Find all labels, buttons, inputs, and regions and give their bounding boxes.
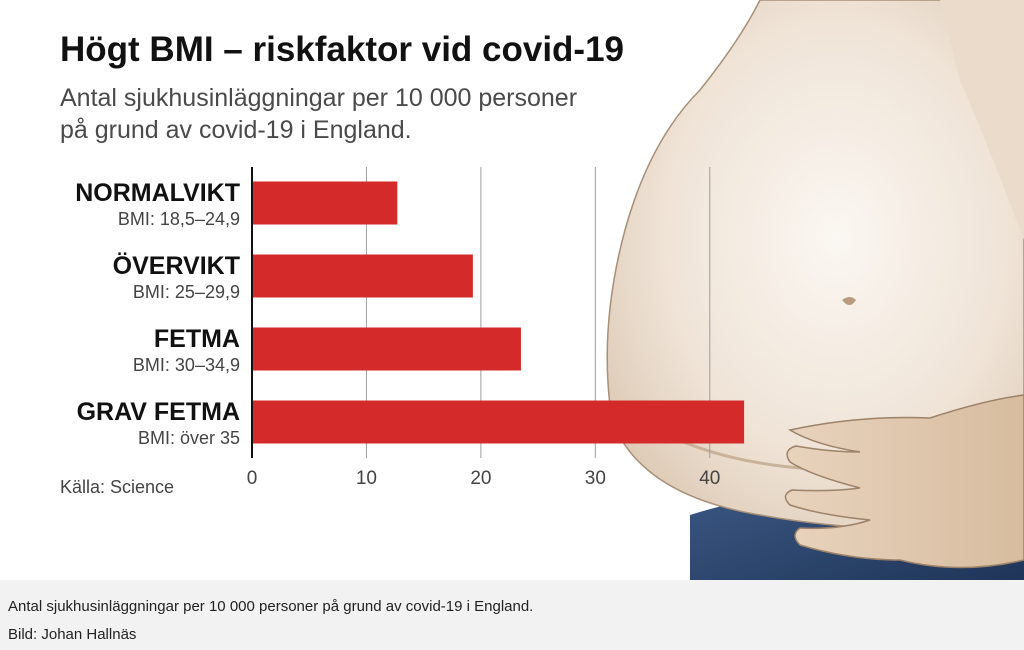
chart-subtitle: Antal sjukhusinläggningar per 10 000 per… [60, 82, 700, 146]
tick-label-0: 0 [247, 468, 258, 489]
subtitle-line: Antal sjukhusinläggningar per 10 000 per… [60, 84, 578, 112]
bar-0 [252, 181, 398, 225]
x-tick-labels: 0 10 20 30 40 [247, 468, 721, 489]
category-sublabel-1: BMI: 25–29,9 [133, 282, 240, 302]
tick-label-20: 20 [470, 468, 491, 489]
chart-title: Högt BMI – riskfaktor vid covid-19 [60, 30, 625, 69]
category-label-3: GRAV FETMA [77, 398, 240, 426]
category-label-2: FETMA [154, 325, 240, 353]
tick-label-10: 10 [356, 468, 377, 489]
category-sublabel-3: BMI: över 35 [138, 428, 240, 448]
belly-button [842, 297, 856, 305]
infographic: Högt BMI – riskfaktor vid covid-19 Antal… [60, 0, 1024, 580]
category-label-0: NORMALVIKT [75, 179, 240, 207]
tick-label-30: 30 [585, 468, 606, 489]
source-note: Källa: Science [60, 477, 175, 497]
bars [252, 181, 745, 444]
tick-label-40: 40 [699, 468, 720, 489]
category-label-1: ÖVERVIKT [113, 251, 240, 280]
bar-1 [252, 254, 473, 298]
arm-shape [940, 0, 1024, 240]
category-sublabel-2: BMI: 30–34,9 [133, 355, 240, 375]
caption-credit: Bild: Johan Hallnäs [8, 626, 137, 643]
bar-3 [252, 400, 745, 444]
caption-text: Antal sjukhusinläggningar per 10 000 per… [8, 598, 534, 615]
bar-2 [252, 327, 521, 371]
belly-photo [606, 0, 1024, 580]
category-sublabel-0: BMI: 18,5–24,9 [118, 209, 240, 229]
caption-bar: Antal sjukhusinläggningar per 10 000 per… [0, 580, 1024, 650]
subtitle-line: på grund av covid-19 i England. [60, 116, 412, 144]
